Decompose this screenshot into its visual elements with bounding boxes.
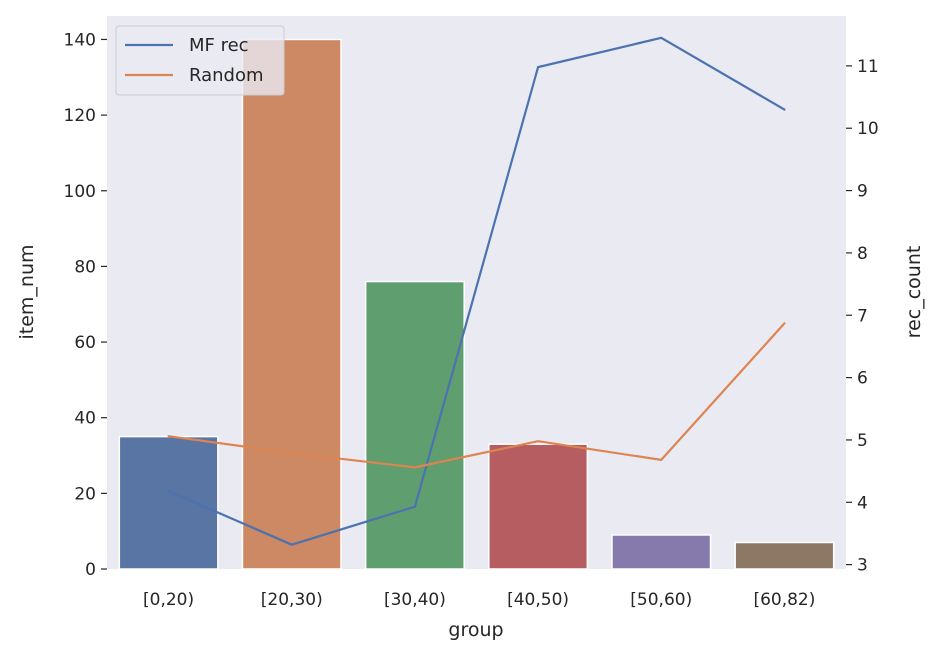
line-random [167,322,786,469]
bar-20-30 [241,38,342,570]
lines-layer [167,36,786,546]
line-mf-rec [167,36,786,546]
x-tick-label-50-60: [50,60) [630,590,692,610]
x-tick-label-20-30: [20,30) [261,590,323,610]
x-axis-label: group [448,619,503,641]
left-tick-label: 60 [74,333,96,353]
x-tick-label-0-20: [0,20) [143,590,194,610]
left-tick-label: 80 [74,257,96,277]
right-tick-label: 10 [857,119,879,139]
right-tick-label: 4 [857,493,868,513]
bar-60-82 [734,541,835,570]
right-tick-label: 9 [857,182,868,202]
right-tick-label: 11 [857,57,879,77]
right-tick-label: 5 [857,431,868,451]
right-tick-label: 8 [857,244,868,264]
legend: MF rec Random [115,25,285,96]
x-tick-label-40-50: [40,50) [507,590,569,610]
legend-label-mf-rec: MF rec [189,35,249,56]
left-y-axis: 0 20 40 60 80 100 120 140 [64,30,107,580]
right-tick-label: 6 [857,369,868,389]
bar-50-60 [611,534,712,570]
bars-layer [118,38,835,570]
bar-0-20 [118,435,219,570]
x-axis: [0,20) [20,30) [30,40) [40,50) [50,60) [60,82… [143,590,815,610]
left-tick-label: 40 [74,409,96,429]
bar-30-40 [364,280,465,570]
left-y-axis-label: item_num [16,244,38,339]
left-tick-label: 20 [74,484,96,504]
right-y-axis: 3 4 5 6 7 8 9 10 11 [846,57,879,576]
left-tick-label: 120 [64,106,96,126]
x-tick-label-30-40: [30,40) [384,590,446,610]
left-tick-label: 0 [85,560,96,580]
right-y-axis-label: rec_count [903,246,925,339]
legend-label-random: Random [189,65,264,86]
right-tick-label: 7 [857,306,868,326]
left-tick-label: 140 [64,30,96,50]
bar-40-50 [488,443,589,570]
left-tick-label: 100 [64,182,96,202]
x-tick-label-60-82: [60,82) [753,590,815,610]
plot-area [107,16,846,569]
legend-box [115,25,285,96]
right-tick-label: 3 [857,556,868,576]
